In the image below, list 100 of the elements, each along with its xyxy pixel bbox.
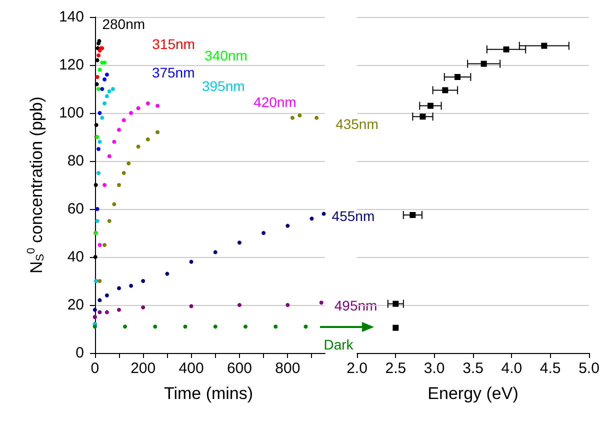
point bbox=[189, 260, 194, 264]
point bbox=[98, 310, 102, 314]
point bbox=[129, 111, 134, 115]
point bbox=[213, 324, 218, 329]
point bbox=[319, 300, 324, 305]
x-tick-label: 0 bbox=[90, 360, 100, 377]
x-tick-label: 400 bbox=[178, 360, 204, 377]
point bbox=[165, 272, 170, 276]
point bbox=[98, 140, 102, 144]
x-tick-label: 5.0 bbox=[578, 360, 600, 377]
y-tick-label: 20 bbox=[67, 296, 84, 314]
series-label: 280nm bbox=[102, 16, 146, 32]
point bbox=[107, 89, 112, 94]
point bbox=[298, 113, 302, 118]
x-tick-label: 600 bbox=[226, 360, 252, 377]
point bbox=[92, 324, 97, 329]
text: 420nm bbox=[254, 94, 296, 110]
point bbox=[286, 303, 290, 307]
point bbox=[95, 219, 100, 223]
point bbox=[95, 207, 100, 211]
point bbox=[427, 102, 434, 109]
point bbox=[156, 130, 160, 134]
point bbox=[274, 324, 278, 329]
point bbox=[141, 305, 146, 310]
point bbox=[156, 104, 160, 108]
x-axis-title: Energy (eV) bbox=[428, 384, 518, 403]
point bbox=[94, 123, 98, 127]
point bbox=[503, 46, 510, 52]
point bbox=[189, 304, 194, 308]
point bbox=[290, 116, 294, 120]
point bbox=[116, 308, 121, 312]
point bbox=[98, 298, 102, 302]
point bbox=[96, 171, 101, 175]
point bbox=[107, 154, 112, 158]
x-tick-label: 3.5 bbox=[462, 360, 484, 377]
point bbox=[95, 75, 100, 79]
point bbox=[102, 60, 107, 65]
y-tick-label: 80 bbox=[67, 152, 84, 170]
point bbox=[93, 255, 98, 259]
point bbox=[392, 324, 399, 331]
point bbox=[104, 293, 109, 298]
point bbox=[100, 116, 104, 120]
point bbox=[314, 116, 319, 120]
point bbox=[92, 308, 97, 312]
point bbox=[102, 183, 107, 187]
point bbox=[104, 94, 109, 98]
y-tick-label: 0 bbox=[76, 344, 84, 362]
point bbox=[420, 114, 426, 120]
point bbox=[100, 87, 104, 91]
point bbox=[110, 87, 115, 91]
point bbox=[94, 82, 99, 86]
x-tick-label: 4.0 bbox=[501, 360, 522, 377]
point bbox=[122, 118, 126, 122]
point bbox=[146, 137, 150, 142]
point bbox=[116, 128, 121, 132]
point bbox=[112, 140, 116, 144]
point bbox=[116, 183, 121, 187]
y-axis-title: NS0 concentration (ppb) bbox=[26, 96, 46, 274]
point bbox=[98, 111, 102, 115]
point bbox=[97, 39, 102, 43]
point bbox=[136, 106, 140, 110]
point bbox=[129, 284, 134, 288]
point bbox=[153, 324, 158, 329]
point bbox=[213, 250, 218, 254]
y-tick-label: 100 bbox=[58, 104, 84, 122]
y-tick-label: 140 bbox=[58, 8, 84, 26]
point bbox=[262, 231, 266, 235]
point bbox=[146, 101, 150, 106]
point bbox=[94, 183, 98, 187]
point bbox=[304, 324, 308, 329]
text: 340nm bbox=[204, 48, 248, 64]
x-axis-title: Time (mins) bbox=[164, 384, 254, 403]
point bbox=[98, 279, 102, 283]
text: 315nm bbox=[152, 36, 195, 52]
point bbox=[310, 216, 314, 221]
point bbox=[136, 144, 140, 149]
point bbox=[96, 87, 101, 91]
point bbox=[102, 243, 107, 247]
point bbox=[141, 279, 146, 283]
point bbox=[183, 324, 188, 329]
point bbox=[243, 324, 248, 329]
text: 375nm bbox=[152, 64, 195, 81]
point bbox=[410, 212, 416, 218]
text: 395nm bbox=[202, 78, 245, 94]
x-tick-label: 3.0 bbox=[424, 360, 445, 377]
series-label: 435nm bbox=[336, 116, 378, 132]
point bbox=[442, 87, 448, 94]
x-tick-label: 2.5 bbox=[385, 360, 406, 377]
point bbox=[122, 171, 126, 175]
point bbox=[98, 68, 102, 72]
point bbox=[104, 310, 109, 314]
y-tick-label: 120 bbox=[58, 56, 84, 74]
point bbox=[237, 240, 242, 245]
point bbox=[112, 202, 116, 206]
x-tick-label: 4.5 bbox=[540, 360, 561, 377]
point bbox=[98, 243, 102, 247]
point bbox=[454, 74, 461, 80]
point bbox=[237, 303, 242, 307]
point bbox=[123, 324, 128, 329]
point bbox=[96, 53, 101, 58]
